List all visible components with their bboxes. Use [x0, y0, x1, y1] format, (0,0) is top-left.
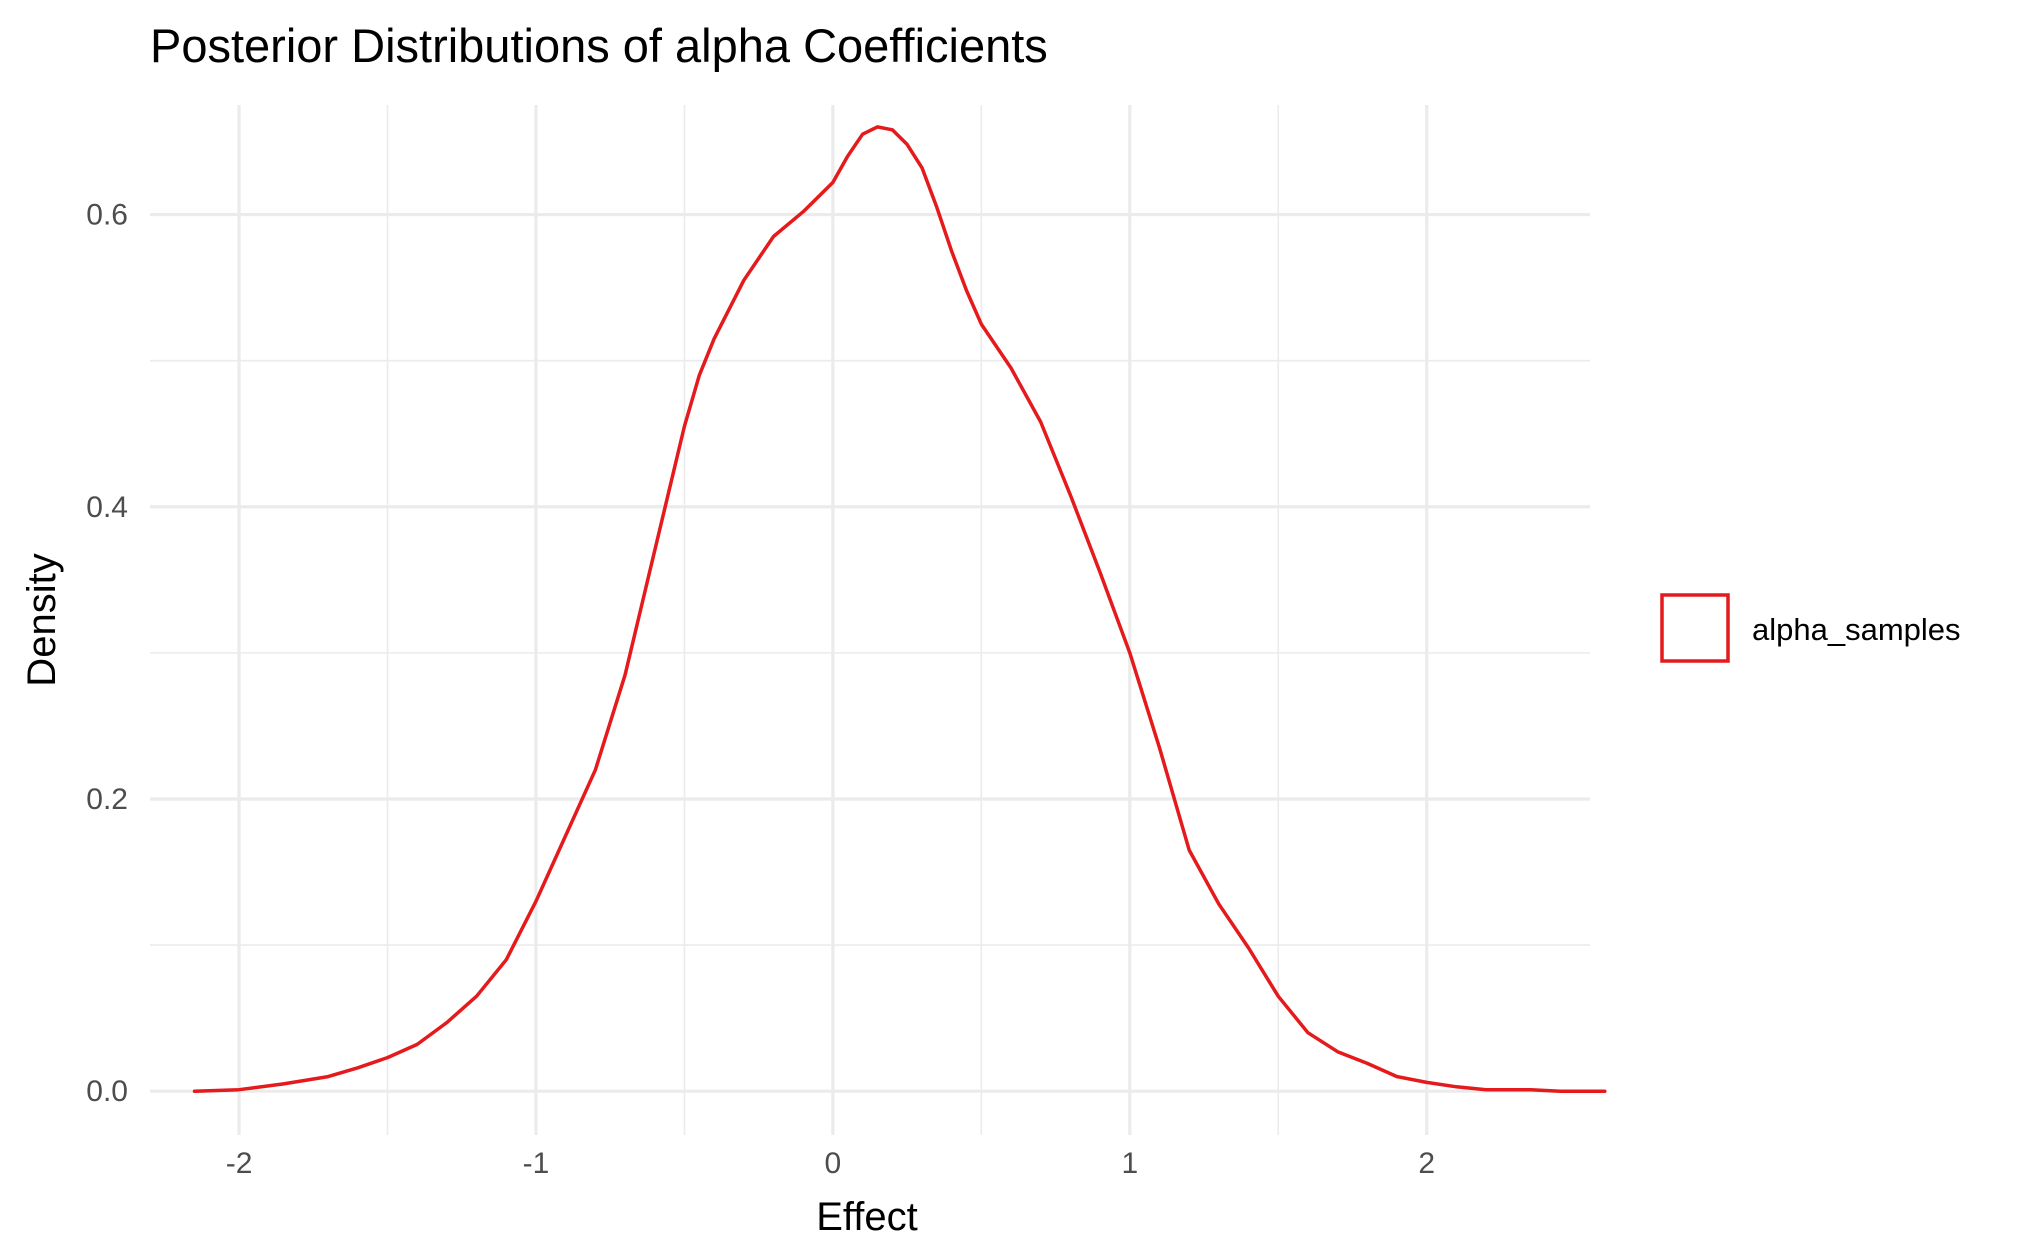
y-axis-tick-labels: 0.0 0.2 0.4 0.6 [86, 199, 128, 1109]
y-tick-label: 0.0 [86, 1075, 128, 1108]
y-tick-label: 0.4 [86, 491, 128, 524]
x-tick-label: 2 [1418, 1147, 1435, 1180]
x-tick-label: 1 [1121, 1147, 1138, 1180]
x-axis-title: Effect [816, 1195, 918, 1239]
grid-lines [150, 105, 1590, 1135]
series-layer [192, 125, 1607, 1093]
y-tick-label: 0.2 [86, 783, 128, 816]
y-tick-label: 0.6 [86, 199, 128, 232]
x-tick-label: -1 [523, 1147, 550, 1180]
x-tick-label: -2 [226, 1147, 253, 1180]
y-axis-title: Density [20, 553, 64, 686]
legend-label-alpha-samples: alpha_samples [1752, 612, 1961, 647]
x-tick-label: 0 [825, 1147, 842, 1180]
chart-title: Posterior Distributions of alpha Coeffic… [150, 19, 1048, 72]
legend-key-alpha-samples [1660, 593, 1730, 663]
x-axis-tick-labels: -2 -1 0 1 2 [226, 1147, 1435, 1180]
density-line-alpha-samples [192, 125, 1607, 1093]
legend: alpha_samples [1660, 593, 1961, 663]
